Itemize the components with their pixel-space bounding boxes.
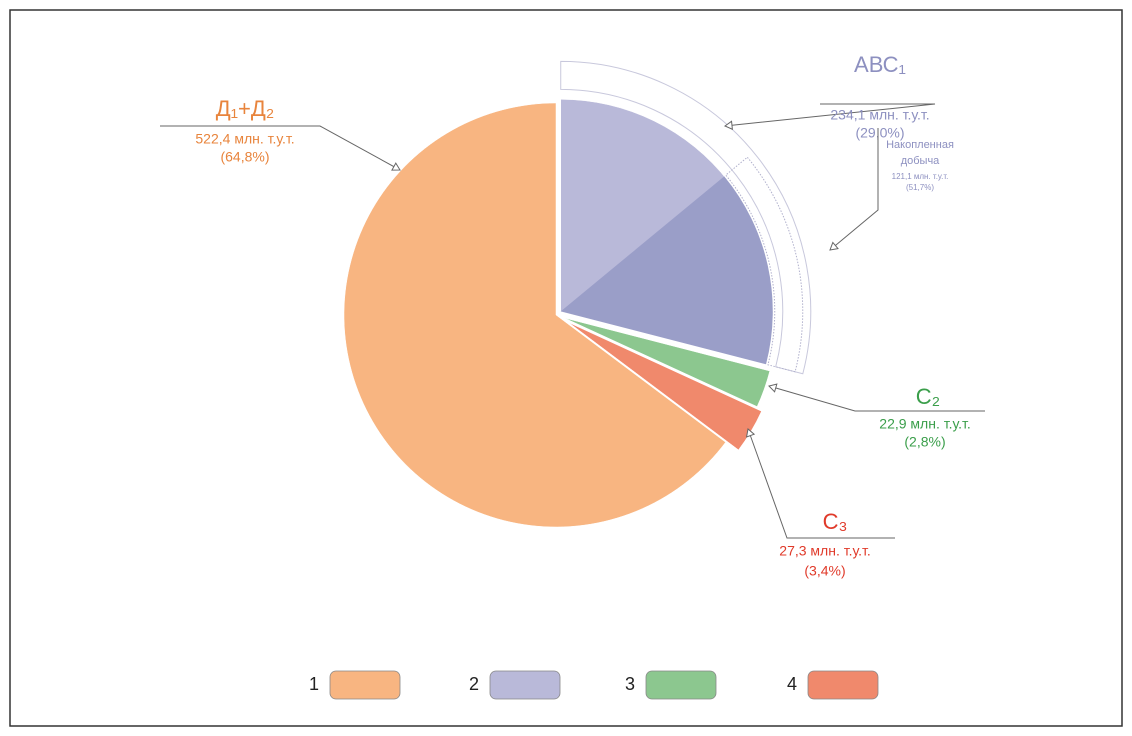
- sub-slice: [560, 176, 773, 365]
- sub-name: Накопленная: [886, 139, 954, 151]
- pie-slice: [564, 317, 771, 407]
- legend-label: 1: [309, 674, 319, 694]
- outer-band: [560, 60, 812, 375]
- percent-label: (3,4%): [804, 563, 845, 579]
- value-label: 27,3 млн. т.у.т.: [779, 543, 870, 559]
- slice-name: С₃: [823, 509, 848, 534]
- legend-label: 3: [625, 674, 635, 694]
- pie-slice: [343, 102, 726, 528]
- legend-label: 2: [469, 674, 479, 694]
- percent-label: (2,8%): [904, 434, 945, 450]
- legend-swatch: [329, 670, 401, 700]
- legend-swatch: [807, 670, 879, 700]
- slice-name: АВС₁: [854, 52, 906, 77]
- slice-name: С₂: [916, 384, 940, 409]
- value-label: 22,9 млн. т.у.т.: [879, 416, 970, 432]
- leader-line: [829, 128, 879, 251]
- leader-line: [723, 103, 936, 131]
- sub-value-label: 121,1 млн. т.у.т.: [892, 172, 949, 181]
- percent-label: (29,0%): [855, 125, 904, 141]
- sub-name: добыча: [901, 155, 940, 167]
- sub-percent-label: (51,7%): [906, 183, 934, 192]
- percent-label: (64,8%): [220, 149, 269, 165]
- value-label: 522,4 млн. т.у.т.: [195, 131, 294, 147]
- sub-band: [725, 156, 804, 373]
- value-label: 234,1 млн. т.у.т.: [830, 107, 929, 123]
- frame: [9, 9, 1123, 727]
- leader-line: [768, 383, 985, 412]
- legend-label: 4: [787, 674, 797, 694]
- legend-swatch: [489, 670, 561, 700]
- slice-name: Д₁+Д₂: [216, 96, 275, 121]
- leader-line: [745, 428, 895, 539]
- legend-swatch: [645, 670, 717, 700]
- leader-line: [160, 125, 401, 171]
